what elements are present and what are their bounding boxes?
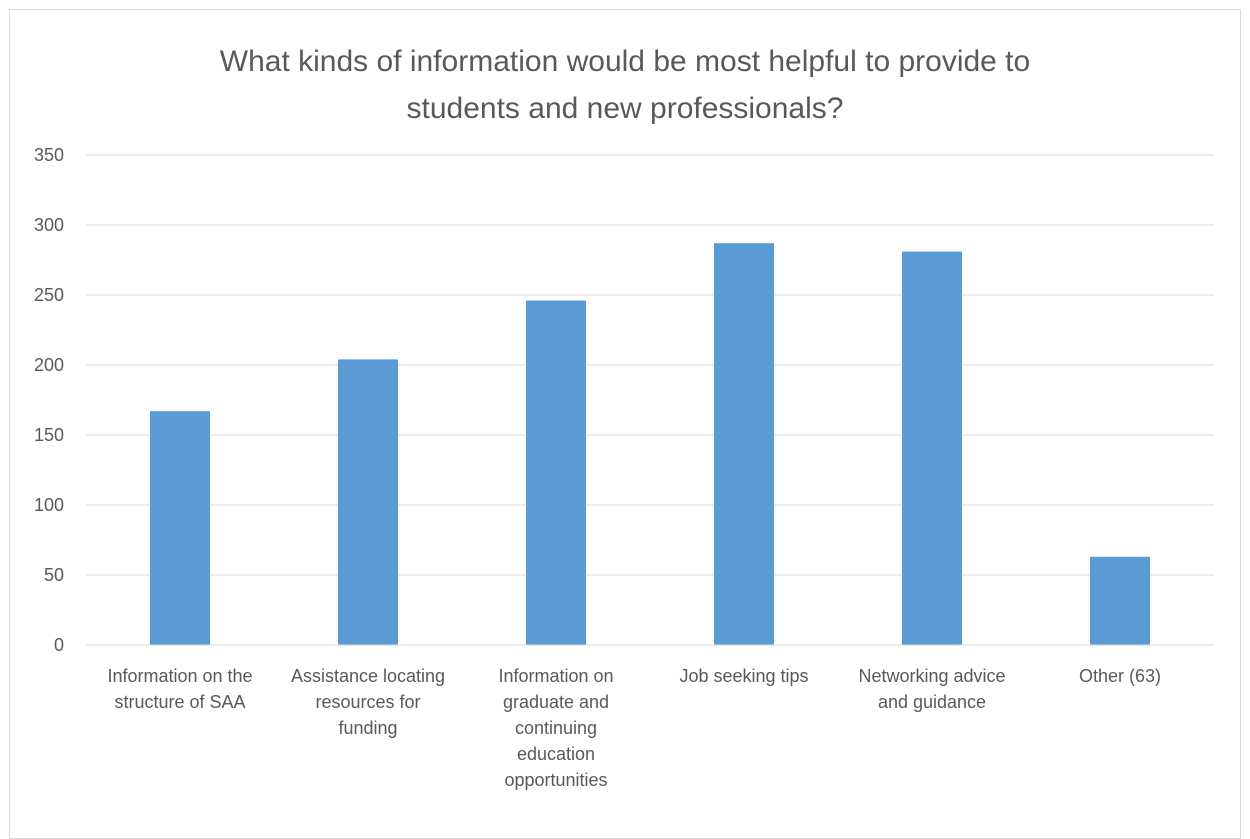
chart-title-line-2: students and new professionals?	[406, 92, 844, 125]
chart-title: What kinds of information would be most …	[9, 38, 1241, 132]
x-tick-label: Information on the structure of SAA	[86, 663, 274, 715]
y-tick-label: 350	[34, 145, 64, 165]
y-tick-label: 50	[44, 565, 64, 585]
x-tick-label-line: and guidance	[877, 692, 987, 712]
bar-chart: 0 50 100 150 200 250 300 350	[34, 145, 1214, 655]
x-tick-label-line: Assistance locating	[290, 666, 446, 686]
chart-title-line-1: What kinds of information would be most …	[219, 45, 1031, 78]
x-tick-label-line: structure of SAA	[114, 692, 246, 712]
x-tick-label: Information on graduate and continuing educ…	[462, 663, 650, 793]
x-tick-label-line: graduate and	[502, 692, 610, 712]
x-tick-label-line: Information on	[498, 666, 614, 686]
x-tick-label: Assistance locating resources for funding	[274, 663, 462, 741]
y-tick-label: 100	[34, 495, 64, 515]
y-tick-label: 200	[34, 355, 64, 375]
bar-4	[714, 243, 774, 645]
x-tick-label-line: Other (63)	[1078, 666, 1162, 686]
y-tick-label: 150	[34, 425, 64, 445]
bar-2	[338, 359, 398, 645]
chart-frame	[9, 9, 1241, 839]
x-tick-label-line: education	[516, 744, 596, 764]
x-tick-label-line: Job seeking tips	[679, 666, 809, 686]
y-tick-label: 250	[34, 285, 64, 305]
y-tick-label: 0	[54, 635, 64, 655]
x-tick-label-line: continuing	[514, 718, 598, 738]
y-tick-label: 300	[34, 215, 64, 235]
x-tick-label: Networking advice and guidance	[838, 663, 1026, 715]
bar-1	[150, 411, 210, 645]
x-tick-label-line: resources for	[315, 692, 421, 712]
x-tick-label: Other (63)	[1026, 663, 1214, 689]
x-tick-label-line: Information on the	[107, 666, 253, 686]
x-tick-label: Job seeking tips	[650, 663, 838, 689]
x-tick-label-line: opportunities	[504, 770, 608, 790]
x-tick-label-line: Networking advice	[858, 666, 1006, 686]
bar-3	[526, 300, 586, 645]
bar-5	[902, 251, 962, 645]
x-tick-label-line: funding	[338, 718, 398, 738]
bar-6	[1090, 556, 1150, 645]
